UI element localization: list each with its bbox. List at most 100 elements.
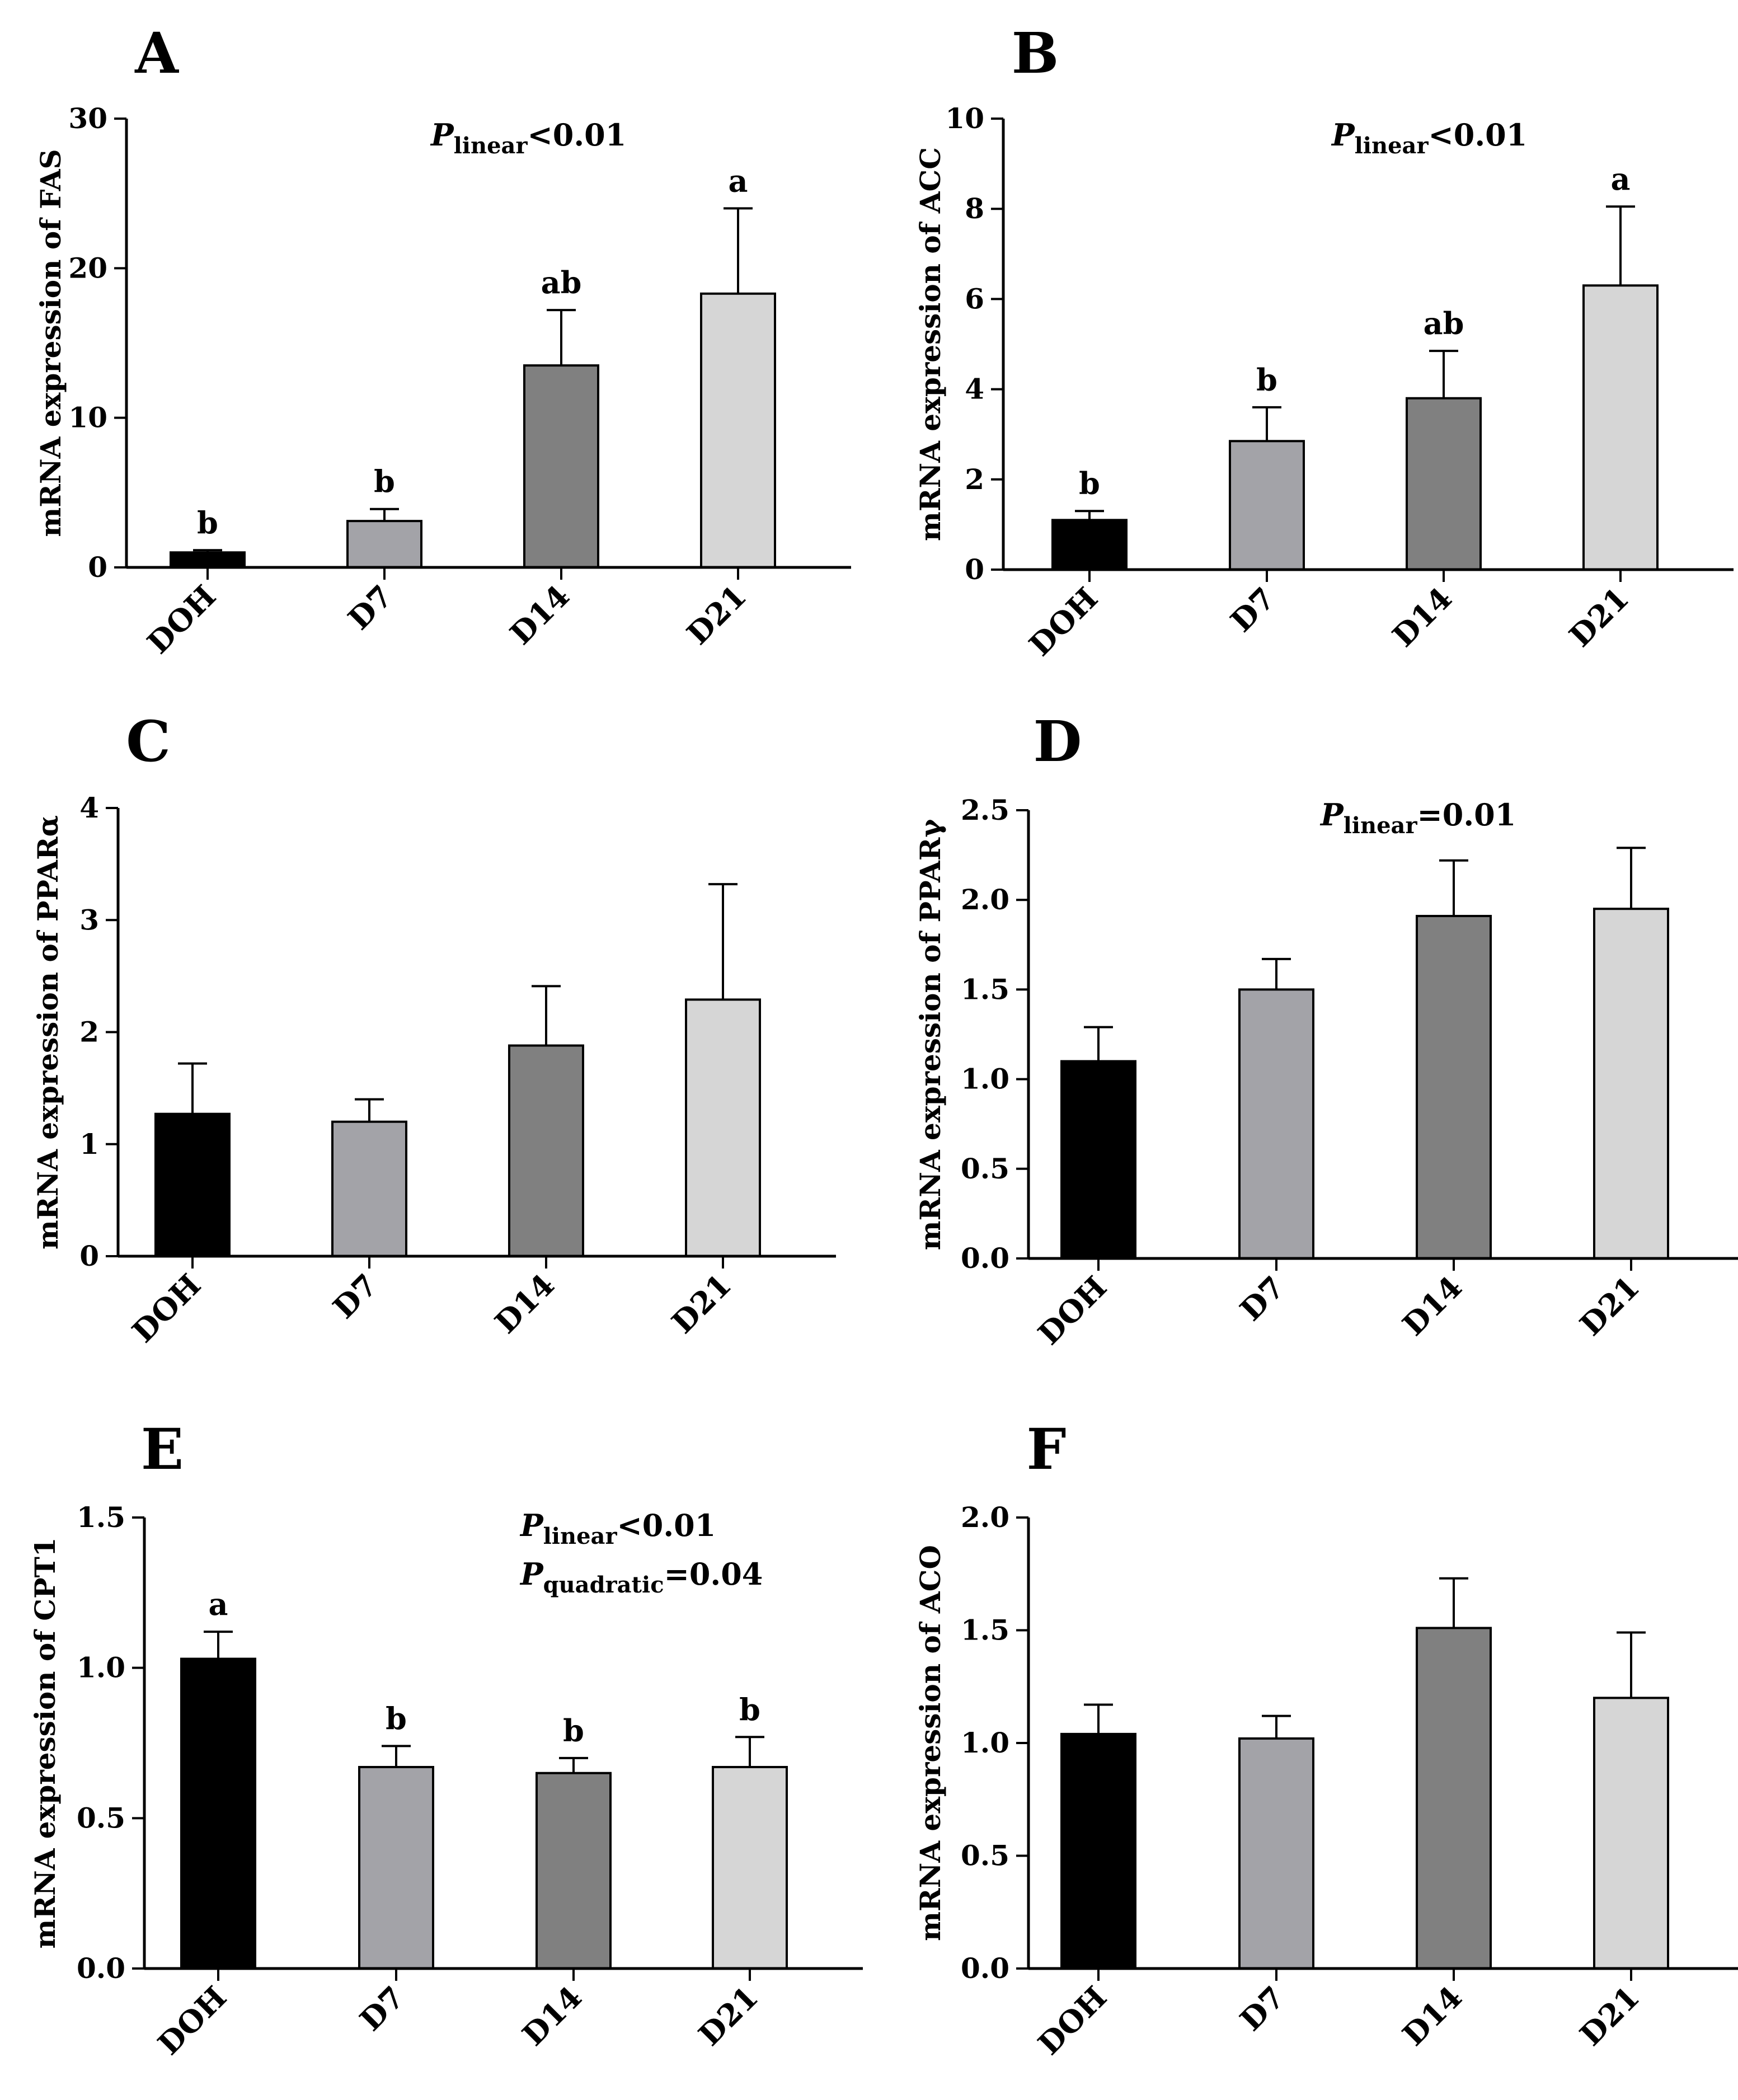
panel-letter: E <box>141 1416 184 1482</box>
panel-letter: F <box>1027 1416 1067 1482</box>
bar-D21 <box>700 292 776 569</box>
x-tick-label-D14: D14 <box>1385 580 1459 654</box>
bar-DOH <box>1060 1060 1136 1260</box>
y-tick-label: 1.5 <box>961 1614 1009 1647</box>
y-tick-label: 2 <box>79 1016 99 1049</box>
bar-D7 <box>346 520 422 569</box>
bar-DOH <box>180 1657 256 1970</box>
x-tick-label-D21: D21 <box>1573 1979 1647 2053</box>
y-tick-label: 4 <box>79 791 99 824</box>
significance-letter-DOH: b <box>1079 466 1100 501</box>
significance-letter-D21: b <box>739 1692 760 1727</box>
y-tick-label: 2.0 <box>961 1501 1009 1534</box>
x-tick-label-D7: D7 <box>1233 1979 1291 2038</box>
bar-D14 <box>1416 1627 1492 1970</box>
y-tick-label: 2.0 <box>961 883 1009 916</box>
y-tick-label: 2 <box>965 463 984 496</box>
significance-letter-D21: a <box>729 163 748 199</box>
x-tick-label-DOH: DOH <box>1022 580 1105 663</box>
y-tick-label: 10 <box>68 401 107 434</box>
y-tick-label: 0.5 <box>961 1839 1009 1872</box>
y-tick-label: 30 <box>68 102 107 135</box>
x-tick-label-DOH: DOH <box>1031 1979 1114 2062</box>
significance-letter-DOH: b <box>197 505 218 541</box>
significance-letter-D7: b <box>386 1700 407 1736</box>
bar-D7 <box>331 1120 407 1257</box>
bar-D21 <box>712 1765 788 1970</box>
x-tick-label-D21: D21 <box>680 578 754 652</box>
y-tick-label: 1.5 <box>961 973 1009 1006</box>
x-tick-label-D7: D7 <box>353 1979 411 2038</box>
panel-letter: B <box>1012 20 1059 86</box>
bar-D14 <box>1406 397 1482 571</box>
x-tick-label-D7: D7 <box>326 1267 384 1326</box>
x-tick-label-DOH: DOH <box>1031 1269 1114 1352</box>
y-axis-title: mRNA expression of CPT1 <box>29 1537 62 1948</box>
x-tick-label-D14: D14 <box>1396 1269 1469 1343</box>
x-tick-label-D21: D21 <box>665 1267 739 1341</box>
p-value-annotation: Plinear<0.01 <box>430 117 626 159</box>
y-axis-title: mRNA expression of ACO <box>914 1545 947 1941</box>
panel-letter: D <box>1034 708 1082 774</box>
panel-letter: C <box>126 708 171 774</box>
x-tick-label-D14: D14 <box>515 1979 589 2053</box>
x-tick-label-D7: D7 <box>341 578 400 637</box>
bar-DOH <box>170 551 246 569</box>
bar-D21 <box>1582 284 1659 571</box>
x-tick-label-DOH: DOH <box>140 578 223 661</box>
significance-letter-DOH: a <box>209 1586 228 1622</box>
bar-DOH <box>154 1112 231 1257</box>
y-tick-label: 1 <box>79 1127 99 1161</box>
y-tick-label: 1.0 <box>77 1651 125 1684</box>
bar-D21 <box>1593 908 1669 1260</box>
bar-D7 <box>1229 440 1305 571</box>
bar-D21 <box>1593 1697 1669 1970</box>
y-tick-label: 2.5 <box>961 793 1009 826</box>
x-tick-label-D14: D14 <box>1396 1979 1469 2053</box>
y-axis-title: mRNA expression of PPARα <box>31 815 64 1249</box>
y-tick-label: 3 <box>79 903 99 936</box>
significance-letter-D14: ab <box>541 265 582 300</box>
y-axis-title: mRNA expression of FAS <box>34 149 67 537</box>
y-tick-label: 1.0 <box>961 1063 1009 1096</box>
y-axis-title: mRNA expression of ACC <box>914 147 947 541</box>
y-tick-label: 0 <box>88 551 107 584</box>
y-tick-label: 1.0 <box>961 1726 1009 1759</box>
y-tick-label: 0.0 <box>961 1242 1009 1275</box>
y-tick-label: 1.5 <box>77 1501 125 1534</box>
bar-D14 <box>508 1044 584 1258</box>
bar-D21 <box>685 998 761 1257</box>
y-tick-label: 0.5 <box>77 1801 125 1834</box>
x-tick-label-D7: D7 <box>1233 1269 1291 1328</box>
significance-letter-D14: b <box>563 1713 584 1749</box>
y-tick-label: 10 <box>945 102 984 135</box>
x-tick-label-D14: D14 <box>503 578 577 652</box>
significance-letter-D7: b <box>1256 362 1277 398</box>
significance-letter-D21: a <box>1611 161 1631 197</box>
p-value-annotation: Plinear<0.01 <box>1331 117 1527 159</box>
y-tick-label: 6 <box>965 282 984 315</box>
panel-letter: A <box>134 20 179 86</box>
significance-letter-D14: ab <box>1424 306 1464 341</box>
y-tick-label: 0.0 <box>961 1952 1009 1985</box>
x-tick-label-D21: D21 <box>1573 1269 1647 1343</box>
y-tick-label: 0 <box>79 1239 99 1272</box>
bar-DOH <box>1051 519 1128 571</box>
y-tick-label: 0 <box>965 553 984 586</box>
bar-D14 <box>536 1772 612 1970</box>
y-tick-label: 20 <box>68 251 107 284</box>
x-tick-label-DOH: DOH <box>151 1979 233 2062</box>
y-axis-title: mRNA expression of PPARγ <box>914 819 947 1251</box>
p-value-annotation: Pquadratic=0.04 <box>519 1556 763 1598</box>
p-value-annotation: Plinear=0.01 <box>1319 797 1516 839</box>
x-tick-label-D21: D21 <box>1562 580 1636 654</box>
y-tick-label: 8 <box>965 192 984 225</box>
significance-letter-D7: b <box>374 464 395 500</box>
bar-D14 <box>523 364 599 569</box>
bar-D7 <box>1238 1737 1314 1970</box>
